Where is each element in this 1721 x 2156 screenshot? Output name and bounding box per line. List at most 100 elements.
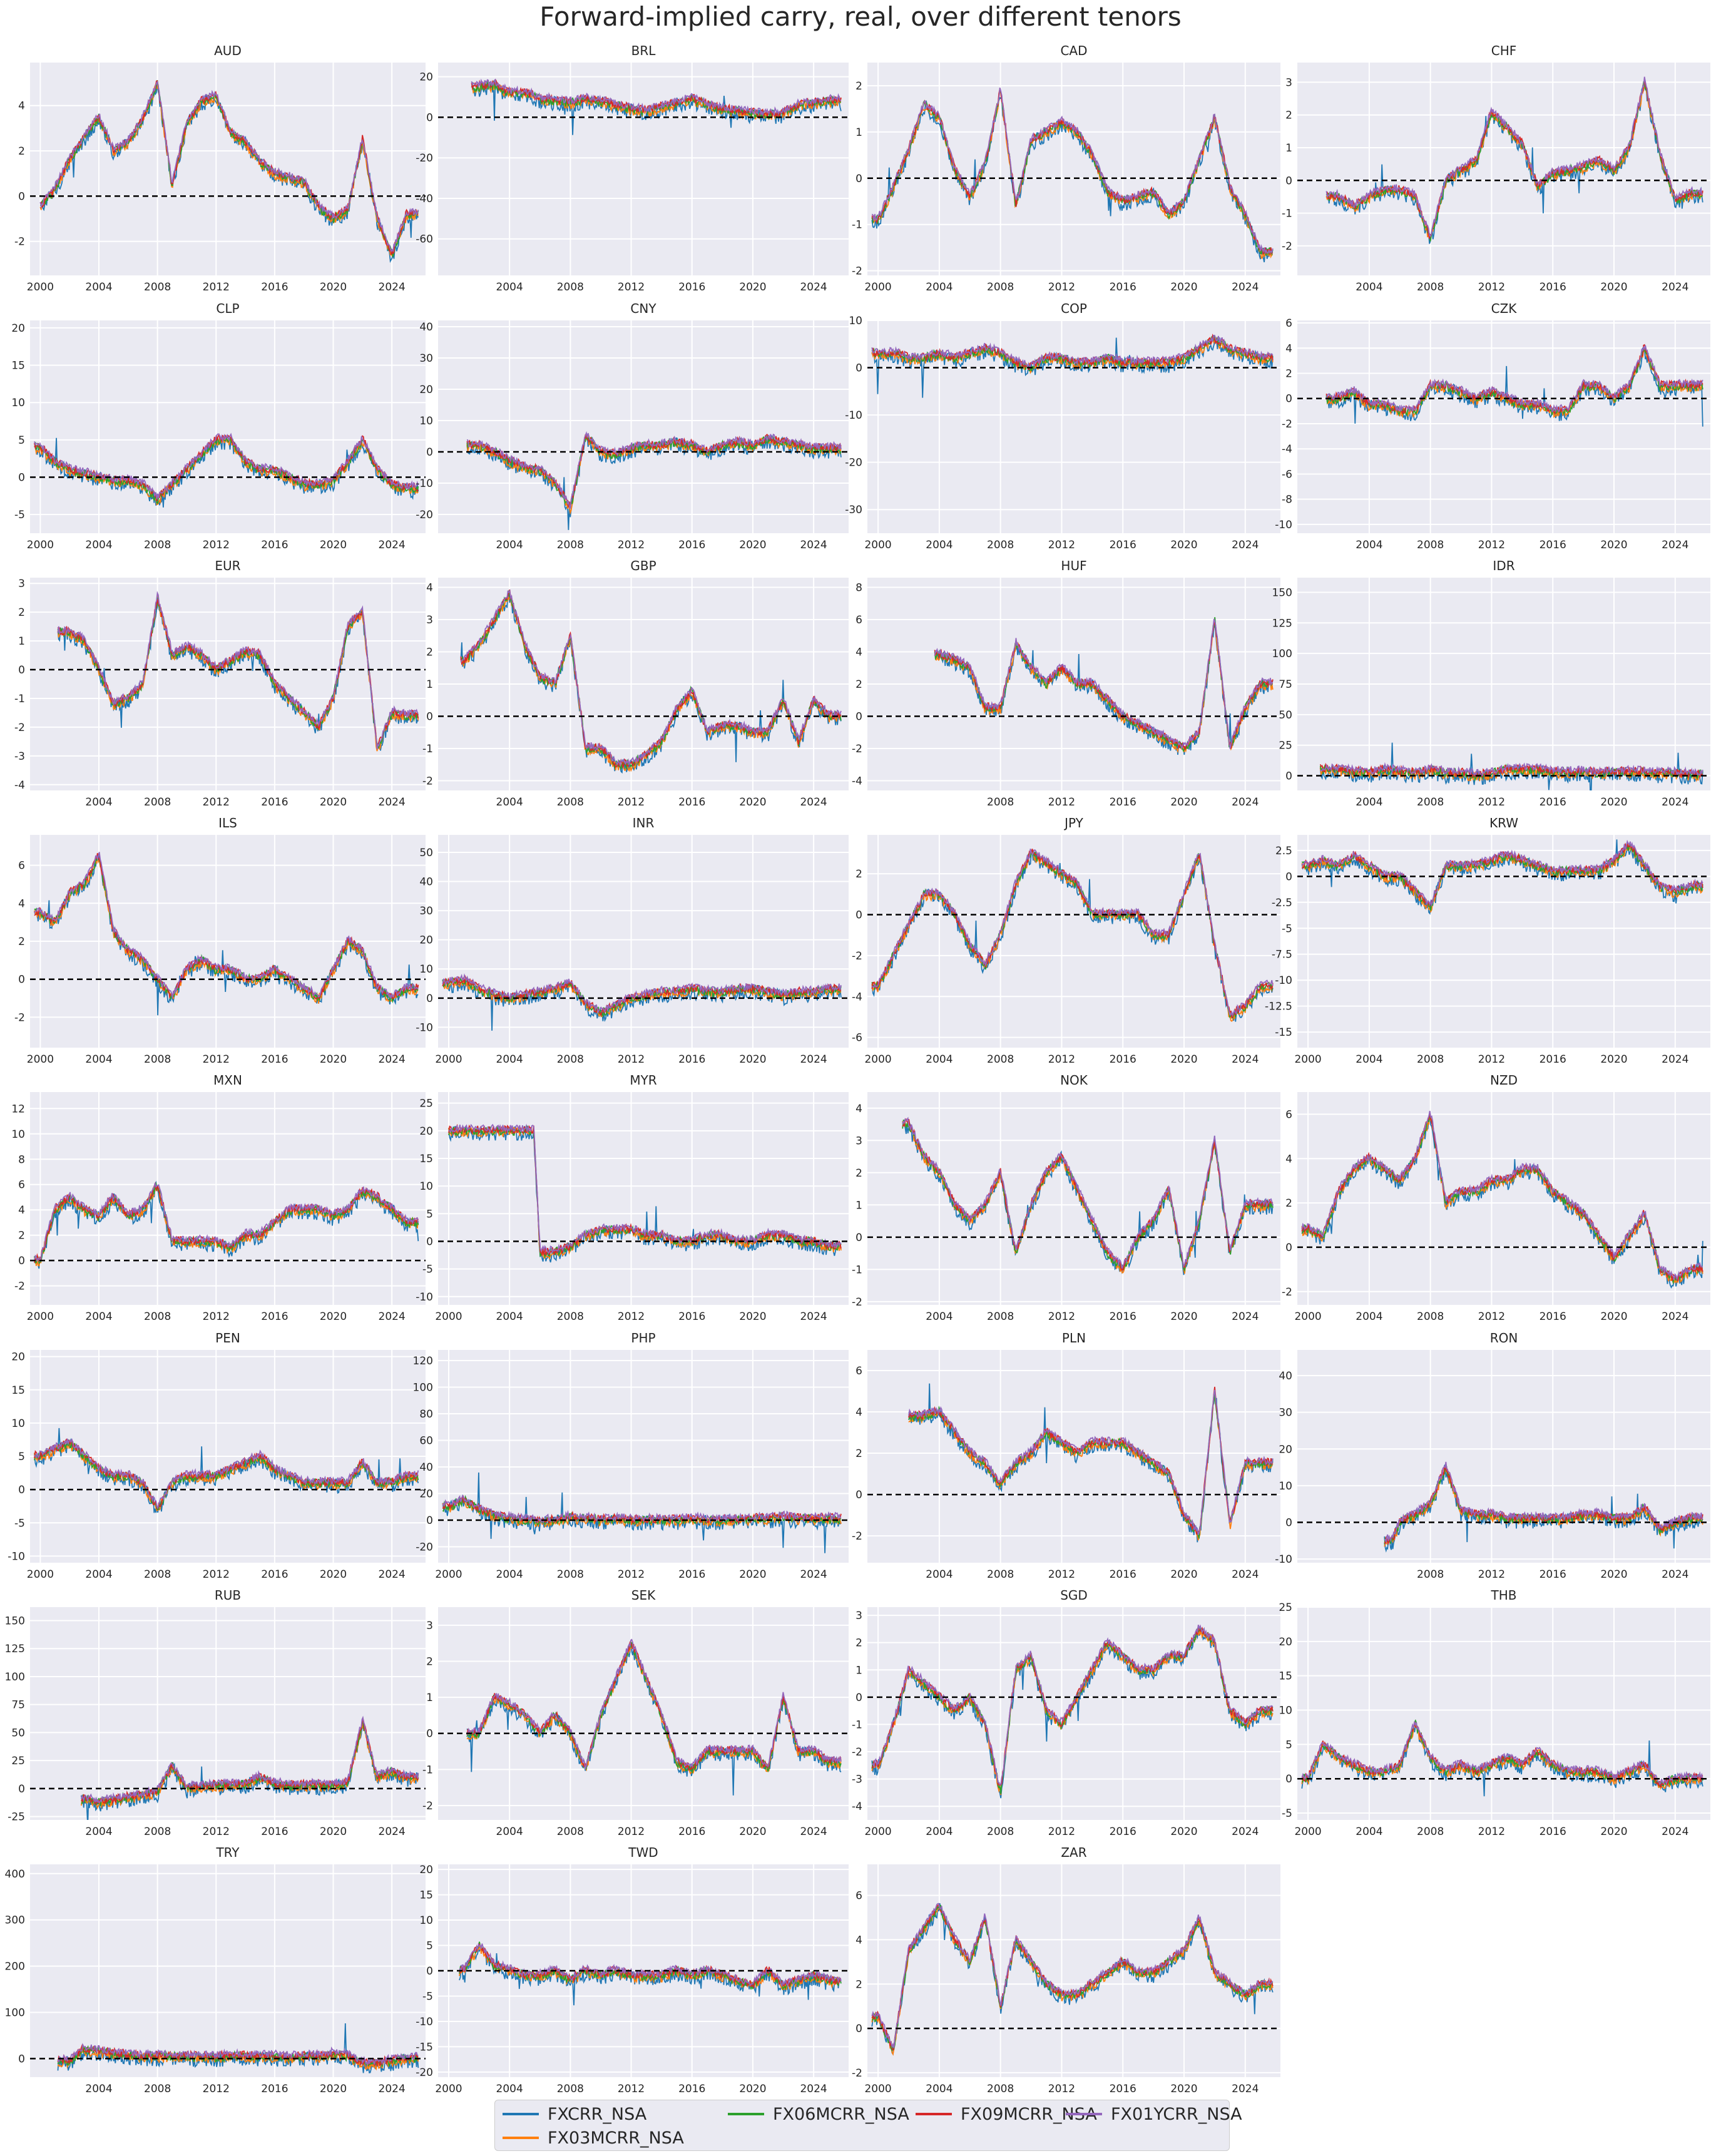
subplot-inr: -10 0 10 20 30 40 50 2000 2004 2008 2012 2016 2020 20… <box>416 815 849 1066</box>
x-tick-label: 2016 <box>678 2083 705 2095</box>
x-tick-label: 2024 <box>379 796 406 809</box>
x-tick-label: 2020 <box>1170 796 1197 809</box>
y-tick-label: 20 <box>419 1488 433 1501</box>
y-tick-label: -2 <box>852 950 862 963</box>
x-tick-label: 2008 <box>144 1568 171 1581</box>
x-tick-label: 2024 <box>1232 1053 1259 1066</box>
y-tick-label: 20 <box>419 71 433 84</box>
y-tick-label: 4 <box>18 897 25 910</box>
y-tick-label: -30 <box>845 504 862 516</box>
y-tick-label: 60 <box>419 1435 433 1448</box>
x-tick-label: 2000 <box>435 1053 462 1066</box>
y-tick-label: 2 <box>18 145 25 158</box>
y-tick-label: 25 <box>419 1098 433 1110</box>
x-tick-label: 2016 <box>678 796 705 809</box>
y-tick-label: 4 <box>18 100 25 113</box>
x-tick-label: 2020 <box>1600 1826 1627 1838</box>
series-line-4 <box>471 78 842 116</box>
series-line-4 <box>57 2043 419 2066</box>
subplot-title: BRL <box>631 43 656 58</box>
x-tick-label: 2020 <box>320 281 347 294</box>
y-tick-label: 2 <box>426 646 433 658</box>
x-tick-label: 2004 <box>85 281 112 294</box>
y-tick-label: -2 <box>422 1800 433 1812</box>
x-tick-label: 2008 <box>557 796 584 809</box>
y-tick-label: 10 <box>849 315 862 327</box>
subplot-krw: -15 -12.5 -10 -7.5 -5 -2.5 0 2.5 2000 2004 2008 201… <box>1265 815 1710 1066</box>
x-tick-label: 2012 <box>1478 539 1505 551</box>
x-tick-label: 2020 <box>739 1053 766 1066</box>
y-tick-label: 2 <box>855 1637 862 1650</box>
y-tick-label: 3 <box>855 1610 862 1622</box>
x-tick-label: 2024 <box>1662 1310 1688 1323</box>
y-tick-label: 6 <box>855 1890 862 1903</box>
y-tick-label: 4 <box>855 1934 862 1946</box>
plot-area <box>867 63 1280 275</box>
subplot-pln: -2 0 2 4 6 2004 2008 2012 2016 2020 2024 PLN <box>852 1331 1280 1581</box>
y-tick-label: 4 <box>1285 1153 1292 1165</box>
y-tick-label: 4 <box>1285 342 1292 355</box>
subplot-title: TWD <box>628 1845 658 1860</box>
subplot-title: CAD <box>1060 43 1087 58</box>
x-tick-label: 2000 <box>27 1310 54 1323</box>
x-tick-label: 2016 <box>1110 539 1136 551</box>
y-tick-label: 1 <box>1285 142 1292 155</box>
series-line-4 <box>34 852 419 999</box>
y-tick-label: -5 <box>14 1517 25 1530</box>
subplot-sgd: -4 -3 -2 -1 0 1 2 3 2000 2004 2008 2012 2016 2020 2024… <box>852 1588 1280 1838</box>
series-line-4 <box>442 1494 842 1525</box>
y-tick-label: 6 <box>855 1365 862 1377</box>
y-tick-label: 0 <box>426 1728 433 1740</box>
y-tick-label: 10 <box>1279 1705 1292 1717</box>
y-tick-label: -2 <box>1282 1286 1292 1299</box>
y-tick-label: 100 <box>413 1382 433 1394</box>
y-tick-label: 0 <box>426 1515 433 1527</box>
series-line-3 <box>871 1626 1274 1786</box>
x-tick-label: 2004 <box>1356 796 1382 809</box>
plot-area <box>1297 320 1710 533</box>
subplot-czk: -10 -8 -6 -4 -2 0 2 4 6 2004 2008 2012 2016 2020 2024 C… <box>1275 301 1710 551</box>
series-line-0 <box>1319 742 1703 790</box>
x-tick-label: 2008 <box>144 1053 171 1066</box>
x-tick-label: 2004 <box>926 1310 952 1323</box>
x-tick-label: 2020 <box>1600 281 1627 294</box>
y-tick-label: -5 <box>1282 922 1292 935</box>
subplot-gbp: -2 -1 0 1 2 3 4 2004 2008 2012 2016 2020 2024 GBP <box>422 558 849 809</box>
x-tick-label: 2008 <box>987 539 1014 551</box>
subplot-twd: -20 -15 -10 -5 0 5 10 15 20 2000 2004 2008 2012 2016 2… <box>416 1845 849 2095</box>
x-tick-label: 2012 <box>1048 1053 1075 1066</box>
subplot-title: CLP <box>216 301 239 316</box>
x-tick-label: 2008 <box>987 1568 1014 1581</box>
y-tick-label: 15 <box>419 1889 433 1902</box>
legend-swatch <box>916 2113 952 2115</box>
x-tick-label: 2020 <box>1170 1053 1197 1066</box>
x-tick-label: 2020 <box>1170 2083 1197 2095</box>
y-tick-label: -10 <box>1275 1553 1292 1566</box>
x-tick-label: 2000 <box>1294 1053 1321 1066</box>
x-tick-label: 2012 <box>618 281 645 294</box>
x-tick-label: 2024 <box>1232 1826 1259 1838</box>
y-tick-label: 2 <box>855 868 862 881</box>
plot-area <box>867 835 1280 1048</box>
y-tick-label: 6 <box>1285 1108 1292 1121</box>
y-tick-label: 0 <box>18 472 25 484</box>
x-tick-label: 2008 <box>987 796 1014 809</box>
subplot-title: NZD <box>1490 1073 1518 1088</box>
x-tick-label: 2024 <box>1232 539 1259 551</box>
y-tick-label: 10 <box>419 1180 433 1193</box>
y-tick-label: -5 <box>422 1264 433 1276</box>
y-tick-label: 0 <box>426 993 433 1005</box>
y-tick-label: 0 <box>1285 871 1292 883</box>
x-tick-label: 2008 <box>144 796 171 809</box>
x-tick-label: 2008 <box>1417 1568 1444 1581</box>
y-tick-label: 4 <box>855 646 862 658</box>
x-tick-label: 2012 <box>1048 1826 1075 1838</box>
y-tick-label: 6 <box>18 1179 25 1192</box>
y-tick-label: -4 <box>852 775 862 788</box>
x-tick-label: 2008 <box>1417 539 1444 551</box>
y-tick-label: 0 <box>1285 1773 1292 1786</box>
y-tick-label: 10 <box>11 1418 25 1430</box>
x-tick-label: 2020 <box>1600 539 1627 551</box>
y-tick-label: 0 <box>18 1255 25 1267</box>
x-tick-label: 2008 <box>144 1826 171 1838</box>
